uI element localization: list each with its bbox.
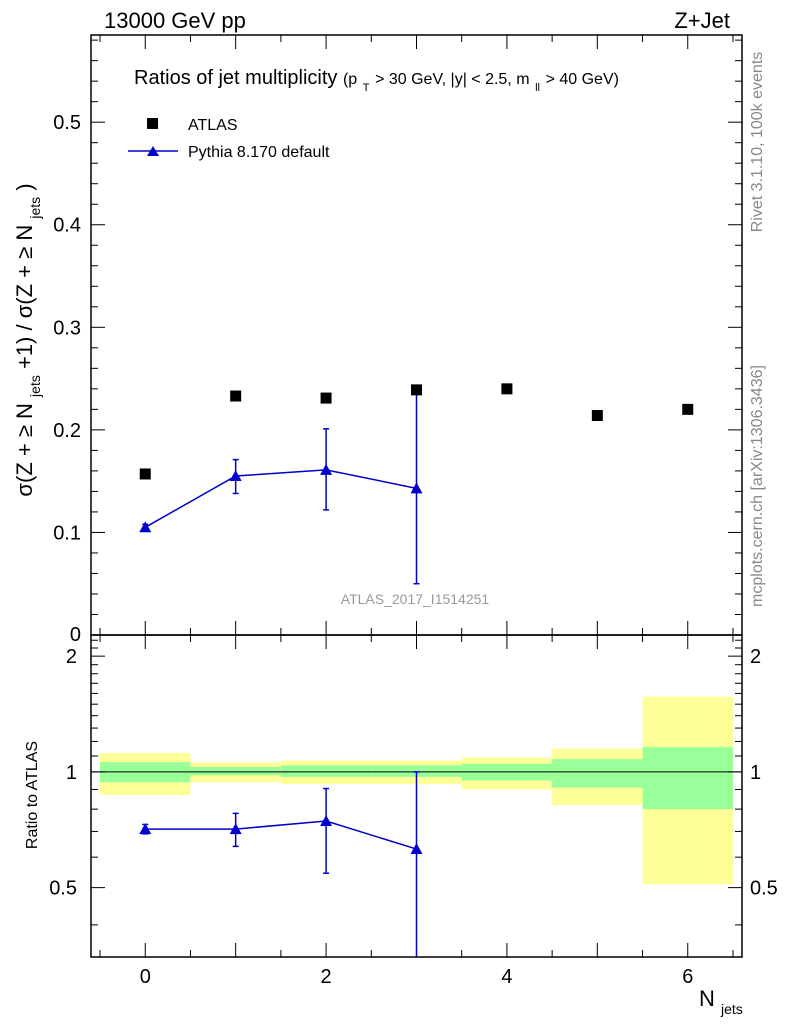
ratio-ytick-label-right: 2 bbox=[750, 646, 761, 668]
ylabel-part-b: jets bbox=[27, 375, 43, 398]
ratio-mc-point bbox=[139, 823, 152, 835]
ratio-mc-line bbox=[145, 820, 417, 850]
main-ytick-label: 0.1 bbox=[53, 522, 81, 544]
atlas-point bbox=[230, 390, 242, 402]
atlas-point bbox=[682, 403, 694, 415]
main-ticks bbox=[91, 35, 742, 636]
rivet-version-label: Rivet 3.1.10, 100k events bbox=[749, 52, 766, 233]
xtick-label: 6 bbox=[682, 966, 693, 988]
legend-mc-marker bbox=[147, 146, 159, 156]
main-mc-series bbox=[139, 389, 423, 585]
legend-mc-label: Pythia 8.170 default bbox=[188, 144, 330, 161]
main-ytick-labels: 0.1 0.2 0.3 0.4 0.5 0 bbox=[53, 112, 81, 646]
ratio-ytick-label-left: 2 bbox=[66, 646, 77, 668]
main-ytick-label: 0.4 bbox=[53, 215, 81, 237]
ratio-mc-point bbox=[410, 843, 423, 855]
title-sub-cut1: > 30 GeV, |y| < 2.5, m bbox=[375, 71, 529, 88]
header-energy-label: 13000 GeV pp bbox=[104, 8, 246, 33]
ratio-mc-point bbox=[320, 815, 333, 827]
ratio-bands bbox=[100, 696, 733, 885]
ratio-band-inner bbox=[552, 759, 643, 788]
analysis-watermark: ATLAS_2017_I1514251 bbox=[341, 591, 490, 607]
title-main-text: Ratios of jet multiplicity bbox=[134, 67, 337, 89]
ratio-ticks bbox=[91, 635, 742, 957]
ratio-y-axis-label: Ratio to ATLAS bbox=[24, 741, 41, 849]
title-sub-T: T bbox=[363, 82, 370, 94]
ratio-mc-series bbox=[139, 771, 423, 957]
header-process-label: Z+Jet bbox=[674, 8, 730, 33]
ylabel-part-a: σ(Z + ≥ N bbox=[12, 403, 37, 497]
xtick-label: 4 bbox=[501, 966, 512, 988]
title-sub-p: (p bbox=[343, 71, 357, 88]
mc-line bbox=[144, 469, 417, 528]
atlas-point bbox=[139, 468, 151, 480]
ratio-band-inner bbox=[642, 747, 733, 810]
ratio-band-inner bbox=[190, 766, 281, 776]
xtick-label: 2 bbox=[321, 966, 332, 988]
title-sub-ll: ll bbox=[535, 82, 540, 94]
mc-point bbox=[229, 470, 242, 482]
ratio-plot-frame bbox=[90, 634, 743, 958]
main-data-series bbox=[139, 383, 694, 480]
main-ytick-label: 0.3 bbox=[53, 317, 81, 339]
ylabel-part-c: +1) / σ(Z + ≥ N bbox=[12, 225, 37, 369]
main-ytick-label: 0.2 bbox=[53, 420, 81, 442]
ratio-ytick-label-right: 0.5 bbox=[750, 878, 778, 900]
main-y-axis-label: σ(Z + ≥ N jets +1) / σ(Z + ≥ N jets ) bbox=[12, 183, 45, 496]
xtick-label: 0 bbox=[140, 966, 151, 988]
legend-data-label: ATLAS bbox=[188, 117, 238, 134]
ratio-ytick-label-left: 1 bbox=[66, 762, 77, 784]
mcplots-credit-label: mcplots.cern.ch [arXiv:1306.3436] bbox=[749, 365, 766, 607]
ylabel-part-e: ) bbox=[12, 183, 37, 190]
legend-data-marker bbox=[147, 118, 158, 129]
x-axis-label: N jets bbox=[699, 986, 743, 1017]
main-ytick-label-zero: 0 bbox=[70, 624, 81, 646]
ratio-tick-labels: 0.5 0.5 1 1 2 2 0 2 4 6 bbox=[49, 646, 778, 988]
ylabel-part-d: jets bbox=[27, 197, 43, 220]
ratio-mc-point bbox=[229, 823, 242, 835]
main-ytick-label: 0.5 bbox=[53, 112, 81, 134]
atlas-point bbox=[591, 410, 603, 422]
xlabel-part-b: jets bbox=[720, 1001, 743, 1017]
mc-point bbox=[320, 463, 333, 475]
main-plot-title: Ratios of jet multiplicity (p T > 30 GeV… bbox=[134, 67, 619, 96]
ratio-band-inner bbox=[280, 765, 372, 777]
ratio-ytick-label-right: 1 bbox=[750, 762, 761, 784]
title-sub-cut2: > 40 GeV) bbox=[546, 71, 619, 88]
atlas-point bbox=[320, 392, 332, 404]
mc-point bbox=[139, 521, 152, 533]
ratio-ytick-label-left: 0.5 bbox=[49, 878, 77, 900]
xlabel-part-a: N bbox=[699, 986, 715, 1011]
atlas-point bbox=[411, 384, 422, 396]
mc-point bbox=[410, 482, 423, 494]
atlas-point bbox=[501, 383, 513, 395]
